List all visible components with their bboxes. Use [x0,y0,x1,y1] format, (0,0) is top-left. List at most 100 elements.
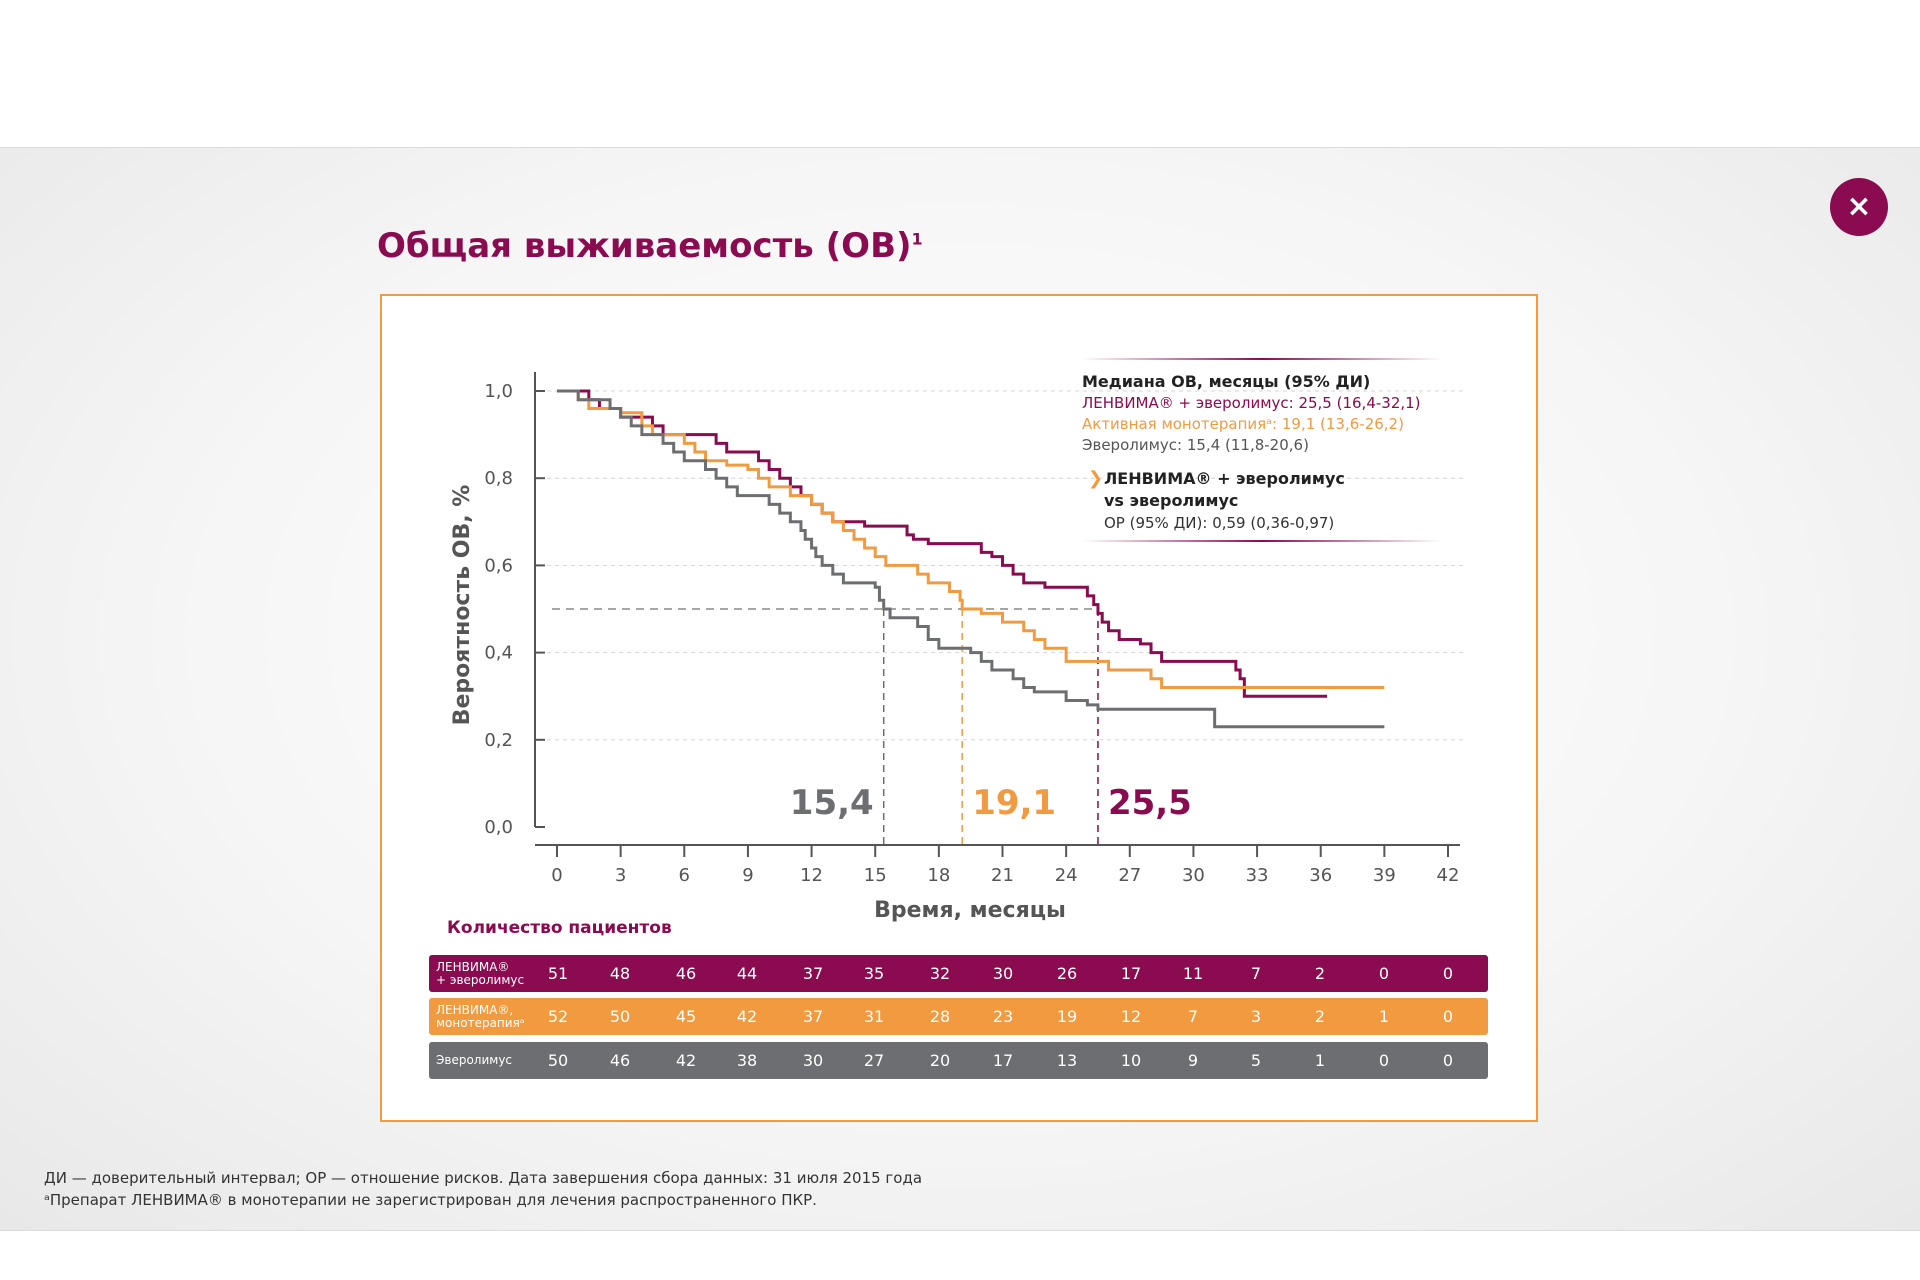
legend-title: Медиана ОВ, месяцы (95% ДИ) [1082,372,1371,391]
risk-cell: 0 [1442,1007,1454,1026]
risk-cell: 7 [1187,1007,1199,1026]
risk-cell: 30 [992,964,1014,983]
risk-cell: 27 [863,1051,885,1070]
legend-entry-lenvima-mono: Активная монотерапияᵃ: 19,1 (13,6-26,2) [1082,415,1404,433]
risk-cell: 26 [1056,964,1078,983]
x-tick-label: 18 [927,865,950,886]
y-tick-label: 0,0 [484,817,513,838]
risk-cell: 11 [1182,964,1204,983]
risk-cell: 42 [675,1051,697,1070]
risk-cell: 7 [1250,964,1262,983]
y-tick-label: 0,4 [484,643,513,664]
risk-cell: 0 [1442,964,1454,983]
x-tick-label: 0 [551,865,562,886]
x-tick-label: 30 [1182,865,1205,886]
risk-cell: 3 [1250,1007,1262,1026]
legend-bottom-rule [1082,540,1442,542]
risk-cell: 12 [1120,1007,1142,1026]
risk-cell: 2 [1314,964,1326,983]
risk-cell: 13 [1056,1051,1078,1070]
x-tick-label: 42 [1437,865,1460,886]
footnote-a: ᵃПрепарат ЛЕНВИМА® в монотерапии не заре… [44,1191,817,1209]
legend-top-rule [1082,358,1442,360]
legend-box: Медиана ОВ, месяцы (95% ДИ) ЛЕНВИМА® + э… [1082,358,1442,542]
patients-at-risk-title: Количество пациентов [447,918,672,938]
x-tick-label: 6 [679,865,690,886]
x-tick-label: 9 [742,865,753,886]
risk-cell: 44 [736,964,758,983]
series-layer [557,389,1385,729]
x-tick-label: 33 [1246,865,1269,886]
legend-entry-everolimus: Эверолимус: 15,4 (11,8-20,6) [1082,436,1309,454]
risk-cell: 1 [1314,1051,1326,1070]
risk-cell: 46 [609,1051,631,1070]
chevron-right-icon: ❯ [1088,468,1104,489]
risk-cell: 5 [1250,1051,1262,1070]
risk-cell: 52 [547,1007,569,1026]
risk-cell: 0 [1442,1051,1454,1070]
risk-cell: 10 [1120,1051,1142,1070]
median-value-label: 19,1 [972,783,1056,823]
risk-cell: 0 [1378,964,1390,983]
risk-row: Эверолимус 50 46 42 38 30 27 20 17 13 10 9 5 1 0 0 [429,1042,1488,1079]
risk-cell: 35 [863,964,885,983]
risk-cell: 45 [675,1007,697,1026]
risk-row-label: ЛЕНВИМА®, монотерапияᵃ [436,998,546,1035]
x-tick-label: 3 [615,865,626,886]
risk-cell: 19 [1056,1007,1078,1026]
survival-curve-series-0 [557,389,1328,698]
risk-cell: 17 [992,1051,1014,1070]
page-title-text: Общая выживаемость (ОВ) [377,226,912,266]
x-tick-label: 12 [800,865,823,886]
risk-cell: 32 [929,964,951,983]
legend-entry-lenvima-everolimus: ЛЕНВИМА® + эверолимус: 25,5 (16,4-32,1) [1082,394,1421,412]
hazard-ratio-block: ❯ ЛЕНВИМА® + эверолимус vs эверолимус ОР… [1082,468,1442,534]
page-title-footnote-ref: 1 [911,229,923,249]
survival-curve-series-2 [557,389,1385,729]
survival-curve-series-1 [557,389,1385,689]
median-layer: 15,4 19,1 25,5 [552,608,1192,845]
x-tick-label: 36 [1309,865,1332,886]
risk-cell: 28 [929,1007,951,1026]
axes-layer: 0,00,20,40,60,81,00 3 6 9 12 15 18 21 24 27 30 33 36… [484,372,1460,886]
risk-row: ЛЕНВИМА®, монотерапияᵃ 52 50 45 42 37 31 28 23 19 1… [429,998,1488,1035]
risk-cell: 42 [736,1007,758,1026]
risk-cell: 37 [802,1007,824,1026]
risk-cell: 46 [675,964,697,983]
x-tick-label: 24 [1055,865,1078,886]
hazard-ratio-title-line2: vs эверолимус [1104,491,1239,510]
median-value-label: 15,4 [790,783,874,823]
risk-cell: 50 [609,1007,631,1026]
risk-row-label-line2: + эверолимус [436,972,525,987]
risk-cell: 9 [1187,1051,1199,1070]
risk-row-label-line1: ЛЕНВИМА® [436,959,510,974]
footnotes: ДИ — доверительный интервал; ОР — отноше… [44,1167,922,1211]
risk-cell: 31 [863,1007,885,1026]
risk-cell: 38 [736,1051,758,1070]
risk-cell: 0 [1378,1051,1390,1070]
page-title: Общая выживаемость (ОВ)1 [377,226,923,266]
risk-cell: 48 [609,964,631,983]
hazard-ratio-title: ЛЕНВИМА® + эверолимус vs эверолимус [1104,468,1442,512]
risk-row-label-line2: монотерапияᵃ [436,1015,525,1030]
footnote-abbreviations: ДИ — доверительный интервал; ОР — отноше… [44,1169,923,1187]
risk-cell: 2 [1314,1007,1326,1026]
risk-cell: 30 [802,1051,824,1070]
risk-cell: 20 [929,1051,951,1070]
hazard-ratio-value: ОР (95% ДИ): 0,59 (0,36-0,97) [1104,514,1335,532]
risk-row-label: ЛЕНВИМА® + эверолимус [436,955,546,992]
median-value-label: 25,5 [1108,783,1192,823]
risk-cell: 23 [992,1007,1014,1026]
y-tick-label: 0,6 [484,555,513,576]
x-tick-label: 27 [1118,865,1141,886]
risk-row-label: Эверолимус [436,1042,546,1079]
risk-row-label-line1: ЛЕНВИМА®, [436,1002,514,1017]
x-tick-label: 21 [991,865,1014,886]
risk-cell: 50 [547,1051,569,1070]
risk-cell: 17 [1120,964,1142,983]
close-button[interactable]: × [1830,178,1888,236]
y-tick-label: 0,8 [484,468,513,489]
x-tick-label: 39 [1373,865,1396,886]
risk-cell: 37 [802,964,824,983]
